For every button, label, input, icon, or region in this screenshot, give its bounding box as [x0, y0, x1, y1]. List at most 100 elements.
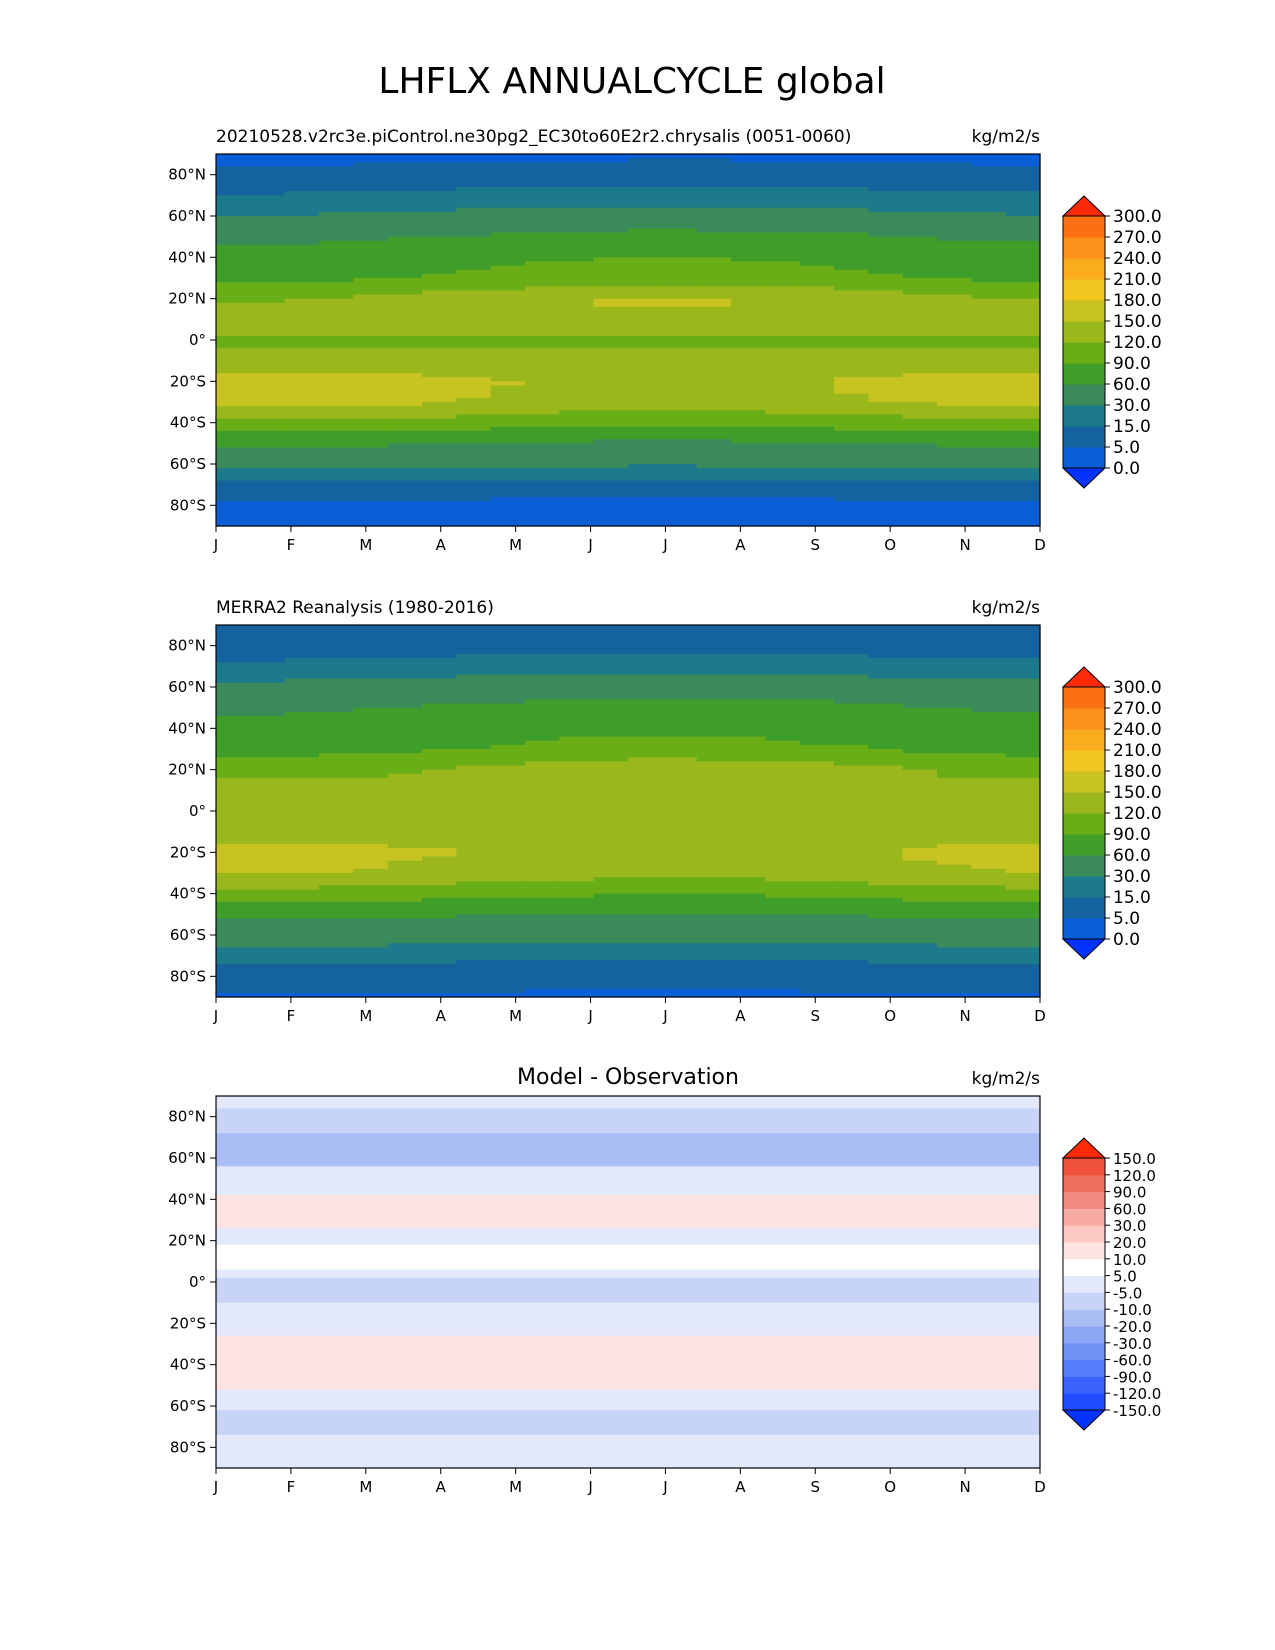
field-cell [696, 290, 732, 296]
field-cell [525, 897, 560, 903]
field-cell [799, 418, 835, 424]
field-cell [628, 236, 663, 242]
field-cell [731, 691, 766, 696]
field-cell [868, 278, 904, 283]
field-cell [422, 703, 457, 709]
field-cell [902, 240, 938, 246]
field-cell [456, 393, 492, 399]
field-cell [765, 906, 801, 911]
field-cell [696, 224, 732, 229]
field-cell [971, 798, 1007, 804]
field-cell [628, 699, 663, 705]
field-cell [284, 166, 320, 172]
field-cell [696, 278, 732, 283]
field-cell [422, 963, 457, 969]
field-cell [525, 443, 560, 449]
field-cell [353, 736, 389, 742]
field-cell [868, 257, 904, 263]
colorbar-label: 150.0 [1113, 783, 1162, 803]
field-cell [765, 455, 801, 461]
field-cell [387, 290, 423, 296]
colorbar-label: -10.0 [1113, 1301, 1152, 1319]
field-cell [319, 521, 354, 527]
field-cell [353, 848, 389, 853]
field-cell [284, 848, 320, 853]
field-cell [937, 897, 972, 903]
field-cell [353, 839, 389, 845]
colorbar-bin [1063, 321, 1105, 343]
field-cell [559, 236, 595, 242]
field-cell [490, 749, 526, 754]
field-cell [422, 773, 457, 779]
field-cell [628, 926, 663, 932]
field-cell [353, 691, 389, 696]
field-cell [387, 645, 423, 651]
field-cell [799, 509, 835, 515]
field-cell [868, 360, 904, 366]
field-cell [971, 162, 1007, 167]
field-cell [559, 323, 595, 329]
field-cell [834, 831, 869, 837]
field-cell [353, 220, 389, 225]
field-cell [799, 670, 835, 676]
field-cell [490, 720, 526, 725]
field-row [216, 1455, 1040, 1461]
field-cell [937, 963, 972, 969]
field-cell [353, 798, 389, 804]
field-cell [799, 381, 835, 387]
field-cell [731, 645, 766, 651]
field-cell [1005, 687, 1041, 692]
field-cell [696, 269, 732, 275]
field-cell [868, 678, 904, 684]
field-cell [422, 327, 457, 333]
field-cell [1005, 926, 1041, 932]
field-cell [696, 955, 732, 961]
field-cell [834, 422, 869, 428]
field-cell [525, 972, 560, 977]
colorbar-bin [1063, 1258, 1105, 1277]
field-cell [834, 385, 869, 391]
field-cell [525, 968, 560, 973]
field-row [216, 1377, 1040, 1382]
field-cell [593, 389, 629, 395]
field-cell [937, 806, 972, 812]
field-cell [628, 633, 663, 638]
field-cell [559, 930, 595, 936]
field-cell [593, 935, 629, 940]
field-cell [216, 786, 251, 791]
field-cell [284, 393, 320, 399]
field-cell [731, 918, 766, 924]
field-cell [490, 773, 526, 779]
field-cell [216, 831, 251, 837]
field-cell [1005, 298, 1041, 304]
field-cell [525, 943, 560, 948]
field-cell [971, 426, 1007, 432]
field-cell [319, 385, 354, 391]
field-cell [284, 340, 320, 345]
field-cell [902, 753, 938, 758]
field-cell [387, 385, 423, 391]
field-cell [525, 509, 560, 515]
field-cell [731, 724, 766, 729]
panel-units: kg/m2/s [972, 127, 1040, 147]
field-cell [525, 959, 560, 965]
field-cell [216, 728, 251, 734]
field-cell [353, 811, 389, 816]
field-cell [284, 728, 320, 734]
field-cell [559, 278, 595, 283]
field-cell [731, 455, 766, 461]
field-cell [284, 943, 320, 948]
field-cell [971, 715, 1007, 721]
field-cell [456, 740, 492, 746]
field-cell [765, 885, 801, 891]
field-cell [1005, 761, 1041, 767]
field-cell [593, 426, 629, 432]
colorbar-under [1061, 1409, 1107, 1431]
field-cell [456, 340, 492, 345]
field-cell [353, 935, 389, 940]
field-cell [559, 422, 595, 428]
field-cell [250, 182, 286, 188]
field-cell [490, 393, 526, 399]
field-cell [971, 976, 1007, 982]
field-cell [971, 682, 1007, 688]
